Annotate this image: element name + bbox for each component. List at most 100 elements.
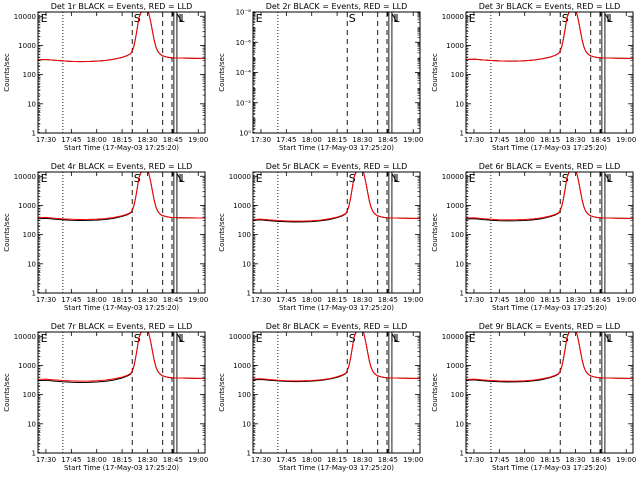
panel-4: Det 4r BLACK = Events, RED = LLD Counts/s…	[3, 162, 208, 312]
y-axis-label: Counts/sec	[431, 213, 439, 252]
y-tick-label: 100	[451, 391, 464, 399]
x-tick-label: 19:00	[188, 136, 208, 144]
lld-series-line	[253, 332, 420, 382]
x-tick-label: 17:45	[276, 136, 296, 144]
x-tick-label: 18:15	[540, 136, 560, 144]
y-tick-label: 100	[23, 391, 36, 399]
y-tick-label: 1000	[18, 42, 36, 50]
panel-1: Det 1r BLACK = Events, RED = LLD Counts/s…	[3, 2, 208, 152]
marker-label: N	[175, 172, 183, 185]
x-tick-label: 18:45	[378, 296, 398, 304]
y-tick-label: 1000	[18, 202, 36, 210]
y-tick-label: 10⁻⁴	[236, 69, 252, 77]
y-tick-label: 10	[455, 100, 464, 108]
marker-label: N	[175, 12, 183, 25]
marker-label: S	[562, 332, 569, 345]
x-tick-label: 18:15	[327, 296, 347, 304]
plot-frame	[465, 171, 634, 294]
plot-frame	[252, 171, 421, 294]
x-tick-label: 17:30	[251, 456, 271, 464]
y-tick-label: 10000	[14, 173, 36, 181]
y-axis-label: Counts/sec	[218, 373, 226, 412]
y-tick-label: 1	[460, 290, 464, 298]
marker-label: E	[41, 332, 48, 345]
x-tick-label: 18:15	[327, 136, 347, 144]
marker-label: S	[349, 332, 356, 345]
x-tick-label: 18:30	[565, 456, 585, 464]
x-tick-label: 18:00	[302, 456, 322, 464]
x-tick-label: 18:15	[112, 136, 132, 144]
panel-8: Det 8r BLACK = Events, RED = LLD Counts/s…	[218, 322, 423, 472]
panel-title: Det 2r BLACK = Events, RED = LLD	[266, 2, 408, 11]
x-tick-label: 17:30	[464, 136, 484, 144]
marker-label: E	[256, 12, 263, 25]
x-tick-label: 17:30	[251, 136, 271, 144]
plot-frame	[37, 331, 206, 454]
y-tick-label: 10	[27, 100, 36, 108]
x-tick-label: 19:00	[188, 456, 208, 464]
panel-2: Det 2r BLACK = Events, RED = LLD Counts/s…	[218, 2, 423, 152]
x-tick-label: 19:00	[616, 456, 636, 464]
x-tick-label: 17:45	[276, 456, 296, 464]
y-axis-label: Counts/sec	[218, 53, 226, 92]
y-tick-label: 10000	[442, 173, 464, 181]
lld-series-line	[38, 172, 205, 221]
x-tick-label: 18:45	[591, 456, 611, 464]
x-tick-label: 17:30	[251, 296, 271, 304]
plot-frame	[465, 11, 634, 134]
marker-label: L	[606, 172, 613, 185]
marker-label: N	[603, 12, 611, 25]
y-axis-label: Counts/sec	[431, 373, 439, 412]
x-axis-label: Start Time (17-May-03 17:25:20)	[279, 464, 394, 472]
lld-series-line	[466, 172, 633, 221]
x-tick-label: 18:45	[591, 136, 611, 144]
x-tick-label: 18:15	[327, 456, 347, 464]
marker-label: S	[134, 12, 141, 25]
y-tick-label: 100	[238, 391, 251, 399]
y-tick-label: 10000	[229, 173, 251, 181]
x-tick-label: 17:45	[489, 136, 509, 144]
lld-series-line	[466, 332, 633, 382]
y-tick-label: 10	[242, 260, 251, 268]
panel-title: Det 8r BLACK = Events, RED = LLD	[266, 322, 408, 331]
y-axis-label: Counts/sec	[431, 53, 439, 92]
y-tick-label: 1	[460, 450, 464, 458]
x-tick-label: 19:00	[188, 296, 208, 304]
x-axis-label: Start Time (17-May-03 17:25:20)	[279, 304, 394, 312]
y-tick-label: 1	[32, 450, 36, 458]
marker-label: L	[393, 332, 400, 345]
x-tick-label: 19:00	[403, 296, 423, 304]
marker-label: N	[390, 172, 398, 185]
x-tick-label: 17:30	[464, 296, 484, 304]
panel-title: Det 6r BLACK = Events, RED = LLD	[479, 162, 621, 171]
y-tick-label: 100	[238, 231, 251, 239]
y-tick-label: 1000	[233, 202, 251, 210]
y-tick-label: 10	[455, 420, 464, 428]
y-axis-label: Counts/sec	[3, 53, 11, 92]
panel-title: Det 5r BLACK = Events, RED = LLD	[266, 162, 408, 171]
panel-3: Det 3r BLACK = Events, RED = LLD Counts/s…	[431, 2, 636, 152]
x-tick-label: 18:45	[163, 456, 183, 464]
x-axis-label: Start Time (17-May-03 17:25:20)	[492, 144, 607, 152]
panel-7: Det 7r BLACK = Events, RED = LLD Counts/s…	[3, 322, 208, 472]
x-tick-label: 18:30	[565, 136, 585, 144]
y-tick-label: 10	[455, 260, 464, 268]
marker-label: L	[178, 12, 185, 25]
marker-label: N	[603, 332, 611, 345]
x-tick-label: 18:15	[112, 296, 132, 304]
marker-label: E	[41, 12, 48, 25]
y-tick-label: 10	[242, 420, 251, 428]
marker-label: E	[41, 172, 48, 185]
panel-title: Det 1r BLACK = Events, RED = LLD	[51, 2, 193, 11]
marker-label: N	[175, 332, 183, 345]
x-tick-label: 18:15	[112, 456, 132, 464]
x-tick-label: 18:00	[515, 136, 535, 144]
marker-label: S	[349, 172, 356, 185]
y-tick-label: 10000	[14, 13, 36, 21]
y-tick-label: 10⁻⁸	[236, 9, 252, 17]
y-axis-label: Counts/sec	[3, 373, 11, 412]
x-tick-label: 18:00	[515, 456, 535, 464]
y-tick-label: 10⁻²	[236, 99, 252, 107]
x-tick-label: 17:30	[36, 136, 56, 144]
